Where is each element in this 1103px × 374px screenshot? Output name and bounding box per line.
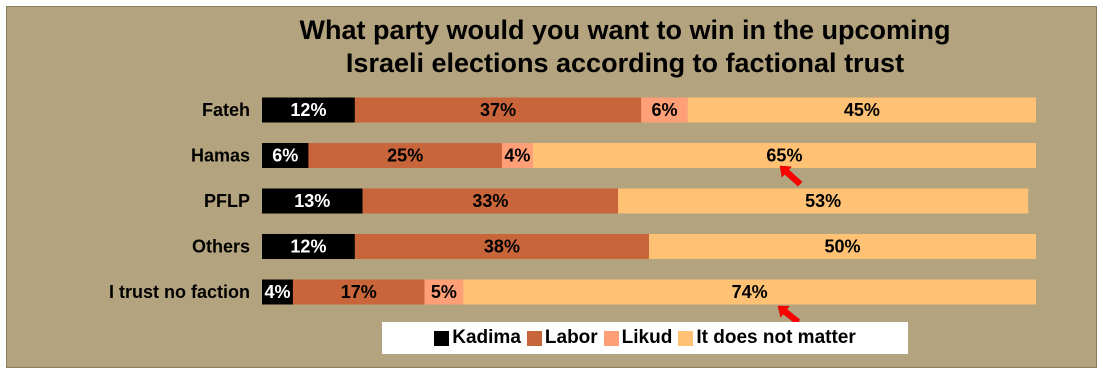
legend-swatch-likud: [603, 330, 619, 346]
legend: Kadima Labor Likud It does not matter: [382, 322, 908, 354]
legend-item-it-does-not-matter: It does not matter: [678, 327, 856, 349]
data-label-others-labor: 38%: [484, 237, 520, 257]
category-label-i-trust-no-faction: I trust no faction: [109, 282, 250, 302]
category-label-hamas: Hamas: [191, 146, 250, 166]
bar-hamas-likud: [501, 143, 533, 168]
legend-label-kadima: Kadima: [452, 327, 521, 348]
bar-fateh-labor: [354, 97, 642, 123]
bar-pflp-kadima: [262, 188, 363, 214]
bar-i-trust-no-faction-kadima: [262, 279, 293, 305]
data-label-i-trust-no-faction-labor: 17%: [341, 282, 377, 302]
bar-i-trust-no-faction-labor: [292, 279, 425, 305]
category-label-fateh: Fateh: [202, 100, 250, 120]
data-label-fateh-labor: 37%: [480, 100, 516, 120]
chart-frame: [6, 6, 1097, 368]
data-label-others-kadima: 12%: [290, 237, 326, 257]
chart-title: What party would you want to win in the …: [200, 14, 1050, 80]
chart-title-line-1: What party would you want to win in the …: [299, 15, 951, 45]
bar-pflp-it-does-not-matter: [618, 188, 1029, 214]
legend-label-labor: Labor: [544, 327, 598, 348]
chart-title-line-2: Israeli elections according to factional…: [345, 48, 905, 78]
legend-item-kadima: Kadima: [434, 327, 521, 349]
bar-fateh-kadima: [262, 97, 355, 123]
bar-hamas-labor: [308, 143, 502, 168]
category-label-others: Others: [192, 237, 250, 257]
bar-hamas-it-does-not-matter: [532, 143, 1036, 168]
bar-others-it-does-not-matter: [649, 234, 1036, 259]
data-label-pflp-labor: 33%: [472, 191, 508, 211]
bar-i-trust-no-faction-it-does-not-matter: [463, 279, 1036, 305]
data-label-pflp-kadima: 13%: [294, 191, 330, 211]
bar-fateh-it-does-not-matter: [687, 97, 1036, 123]
legend-item-labor: Labor: [526, 327, 598, 349]
data-label-i-trust-no-faction-kadima: 4%: [264, 282, 290, 302]
data-label-i-trust-no-faction-likud: 5%: [431, 282, 457, 302]
legend-swatch-it-does-not-matter: [678, 330, 694, 346]
legend-swatch-kadima: [434, 330, 450, 346]
data-label-fateh-it-does-not-matter: 45%: [844, 100, 880, 120]
legend-swatch-labor: [526, 330, 542, 346]
bar-pflp-labor: [362, 188, 619, 214]
bar-others-labor: [354, 234, 649, 259]
legend-item-likud: Likud: [603, 327, 673, 349]
data-label-hamas-labor: 25%: [387, 146, 423, 166]
bar-i-trust-no-faction-likud: [424, 279, 464, 305]
bar-hamas-kadima: [262, 143, 309, 168]
legend-label-it-does-not-matter: It does not matter: [696, 327, 856, 348]
legend-label-likud: Likud: [621, 327, 673, 348]
data-label-pflp-it-does-not-matter: 53%: [805, 191, 841, 211]
data-label-i-trust-no-faction-it-does-not-matter: 74%: [732, 282, 768, 302]
category-label-pflp: PFLP: [204, 191, 250, 211]
bar-fateh-likud: [641, 97, 688, 123]
annotation-arrow-1: [779, 165, 803, 187]
data-label-fateh-kadima: 12%: [290, 100, 326, 120]
data-label-fateh-likud: 6%: [651, 100, 677, 120]
bar-others-kadima: [262, 234, 355, 259]
data-label-hamas-kadima: 6%: [272, 146, 298, 166]
data-label-hamas-likud: 4%: [504, 146, 530, 166]
data-label-others-it-does-not-matter: 50%: [824, 237, 860, 257]
data-label-hamas-it-does-not-matter: 65%: [766, 146, 802, 166]
